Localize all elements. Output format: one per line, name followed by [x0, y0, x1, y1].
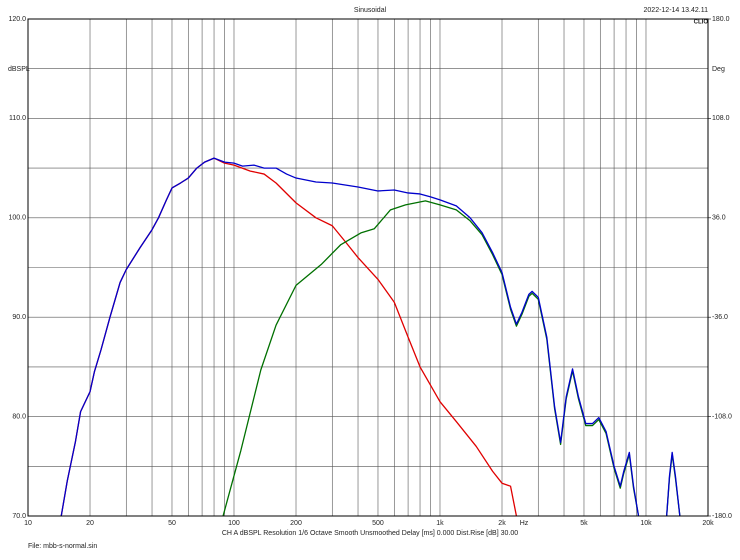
x-tick-label: 500	[372, 520, 384, 527]
x-tick-label: 20	[86, 520, 94, 527]
y2-tick-label: 108.0	[712, 115, 730, 122]
x-tick-label: 2k	[498, 520, 506, 527]
response-curve	[60, 157, 681, 517]
x-tick-label: 10k	[640, 520, 652, 527]
y-axis-label: dBSPL	[8, 66, 30, 73]
y2-tick-label: -108.0	[712, 413, 732, 420]
x-tick-label: 5k	[580, 520, 588, 527]
y-tick-label: 70.0	[12, 513, 26, 520]
y2-tick-label: 36.0	[712, 215, 726, 222]
logo: CLIO	[694, 20, 709, 26]
y-tick-label: 120.0	[8, 16, 26, 23]
y-tick-label: 110.0	[9, 115, 26, 122]
y2-tick-label: -180.0	[712, 513, 732, 520]
x-tick-label: 200	[290, 520, 302, 527]
x-tick-label: 1k	[436, 520, 444, 527]
file-name: File: mbb-s-normal.sin	[28, 543, 97, 550]
y-tick-label: 80.0	[12, 413, 26, 420]
timestamp: 2022-12-14 13.42.11	[644, 7, 709, 14]
x-tick-label: 50	[168, 520, 176, 527]
y2-tick-label: -36.0	[712, 314, 728, 321]
x-tick-label: 10	[24, 520, 32, 527]
y-tick-label: 90.0	[12, 314, 26, 321]
y-tick-label: 100.0	[8, 215, 26, 222]
frame	[27, 18, 709, 517]
x-tick-label: 100	[228, 520, 240, 527]
x-axis-label: Hz	[520, 520, 529, 527]
y2-tick-label: 180.0	[712, 16, 730, 23]
settings: CH A dBSPL Resolution 1/6 Octave Smooth …	[222, 530, 518, 537]
chart-title: Sinusoidal	[354, 7, 387, 14]
x-tick-label: 20k	[702, 520, 714, 527]
y2-axis-label: Deg	[712, 66, 725, 73]
